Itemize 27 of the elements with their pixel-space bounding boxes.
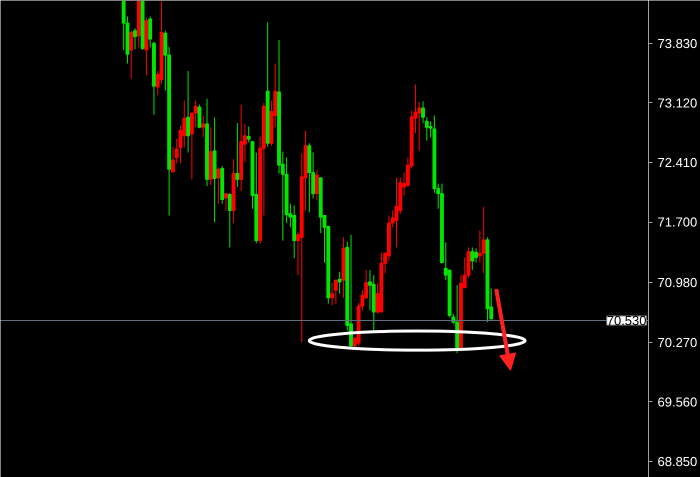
- candlestick: [338, 271, 342, 294]
- candlestick: [224, 192, 228, 211]
- y-tick-label: 73.830: [658, 36, 698, 51]
- ref-line-label: 70.530: [606, 312, 647, 328]
- candlestick: [470, 246, 474, 271]
- y-tick-label: 68.850: [658, 454, 698, 470]
- candlestick: [129, 30, 134, 80]
- candlestick: [201, 115, 206, 138]
- candlestick: [334, 280, 338, 304]
- y-tick-label: 69.560: [658, 394, 698, 410]
- candlestick: [216, 167, 220, 204]
- candlestick: [474, 248, 478, 264]
- y-tick-label: 71.700: [658, 214, 698, 230]
- y-tick-label: 73.120: [658, 95, 698, 110]
- candlestick: [133, 28, 137, 50]
- candlestick: [482, 206, 486, 274]
- candlestick: [315, 170, 319, 201]
- candlestick: [349, 234, 353, 347]
- candlestick: [198, 104, 202, 129]
- candlestick: [228, 192, 232, 248]
- candlestick: [330, 282, 334, 306]
- candlestick: [394, 177, 398, 248]
- candlestick: [235, 122, 240, 188]
- y-tick-label: 70.980: [658, 275, 698, 290]
- y-tick-label: 70.270: [658, 334, 698, 350]
- y-tick-label: 72.410: [658, 155, 698, 170]
- candlestick: [186, 70, 190, 153]
